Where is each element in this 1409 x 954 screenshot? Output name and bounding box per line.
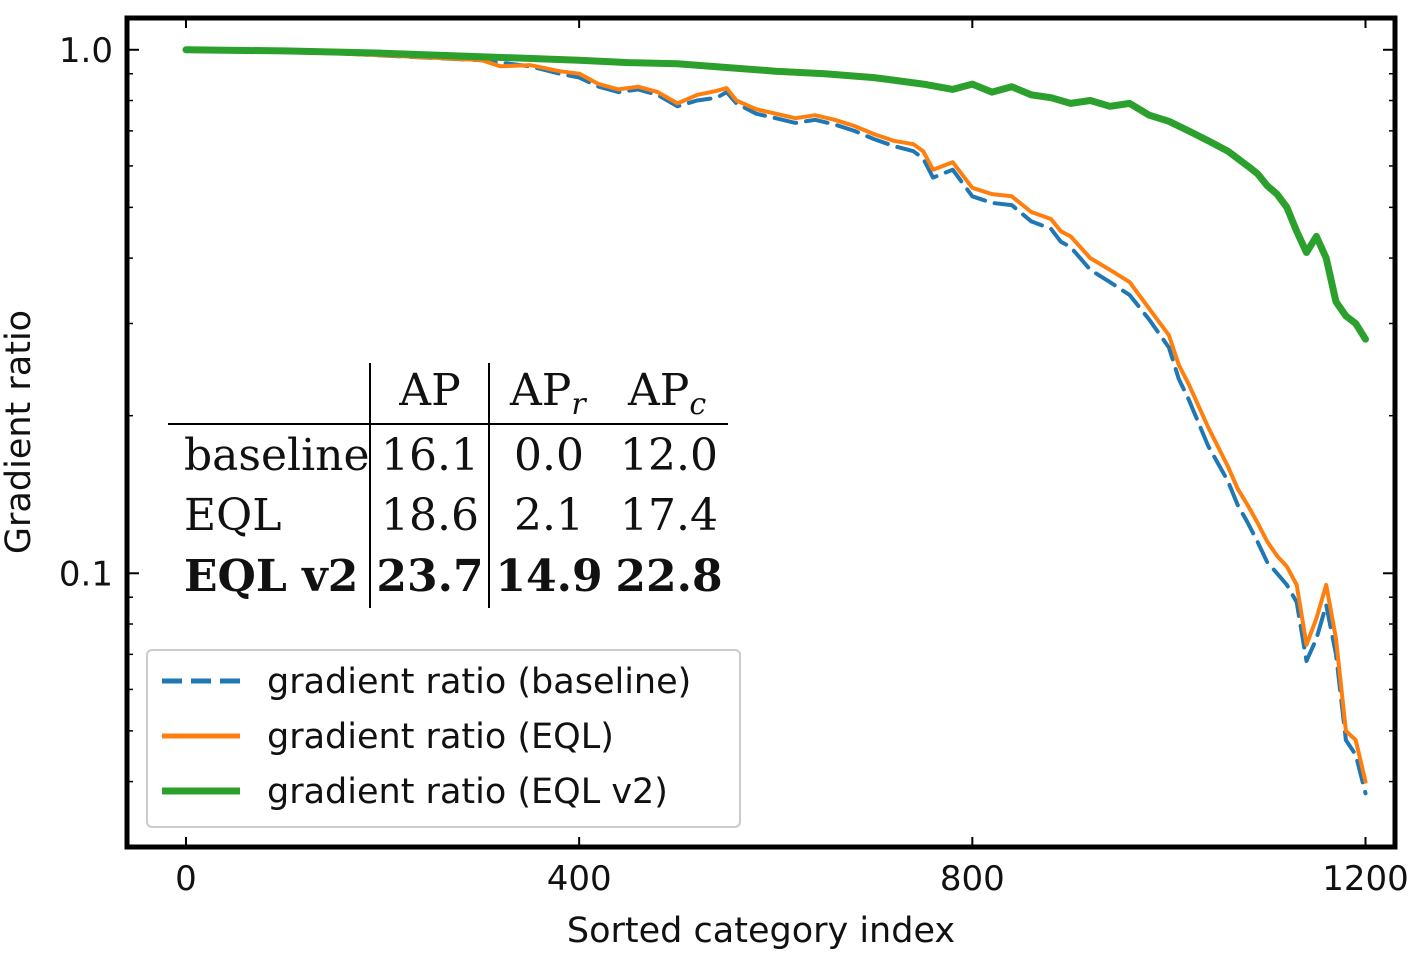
legend-box <box>146 649 741 828</box>
y-tick-label: 0.1 <box>59 554 113 594</box>
series-line-eqlv2 <box>182 46 1369 343</box>
table-cell-eqlv2-apr: 14.9 <box>495 551 602 602</box>
y-tick-label: 1.0 <box>59 31 113 71</box>
table-row-label-eql: EQL <box>184 490 281 541</box>
table-cell-eql-ap: 18.6 <box>381 490 479 541</box>
series-layer <box>182 46 1369 796</box>
legend: gradient ratio (baseline) gradient ratio… <box>146 649 741 828</box>
table-cell-baseline-apc: 12.0 <box>620 430 718 481</box>
table-cell-baseline-apr: 0.0 <box>514 430 584 481</box>
ticks-layer: 0 400 800 1200 1.0 0.1 <box>59 18 1409 899</box>
x-tick-label: 0 <box>175 859 197 899</box>
series-line-eql <box>184 47 1368 784</box>
table-header-apc: APc <box>627 365 706 422</box>
table-row-label-eqlv2: EQL v2 <box>184 551 358 602</box>
x-tick-label: 800 <box>940 859 1005 899</box>
plot-frame <box>124 15 1398 850</box>
table-cell-eqlv2-ap: 23.7 <box>376 551 483 602</box>
legend-label-eql: gradient ratio (EQL) <box>267 717 614 757</box>
series-line-baseline <box>184 47 1368 796</box>
table-cell-eqlv2-apc: 22.8 <box>615 551 722 602</box>
legend-label-baseline: gradient ratio (baseline) <box>267 662 691 702</box>
table-cell-eql-apc: 17.4 <box>620 490 718 541</box>
x-axis-label: Sorted category index <box>567 911 955 951</box>
legend-label-eqlv2: gradient ratio (EQL v2) <box>267 772 668 812</box>
y-axis-label: Gradient ratio <box>0 310 39 554</box>
x-tick-label: 1200 <box>1322 859 1409 899</box>
table-cell-eql-apr: 2.1 <box>514 490 584 541</box>
table-cell-baseline-ap: 16.1 <box>381 430 479 481</box>
table-row-label-baseline: baseline <box>184 430 370 481</box>
results-table: AP APr APc baseline 16.1 0.0 12.0 EQL 18… <box>168 363 728 608</box>
table-header-ap: AP <box>398 365 460 416</box>
x-tick-label: 400 <box>547 859 612 899</box>
table-header-apr: APr <box>509 365 587 422</box>
